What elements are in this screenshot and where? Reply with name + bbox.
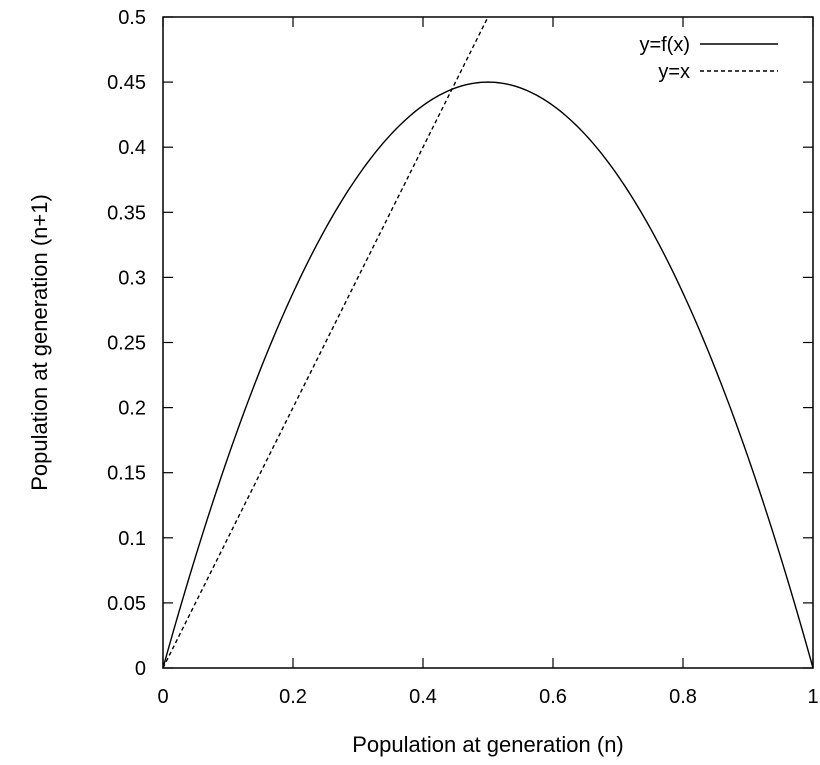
y-tick-label: 0.35 (107, 202, 146, 224)
legend-label: y=x (658, 61, 690, 83)
x-axis-ticks: 0 0.2 0.4 0.6 0.8 1 (157, 17, 819, 708)
y-tick-label: 0.05 (107, 593, 146, 615)
y-tick-label: 0.45 (107, 72, 146, 94)
y-tick-label: 0.2 (118, 398, 146, 420)
plot-frame (162, 16, 814, 669)
y-axis-ticks: 0 0.05 0.1 0.15 0.2 0.25 0.3 0.35 0.4 0.45 0.5 (107, 7, 813, 680)
x-tick-label: 0.4 (409, 686, 437, 708)
y-tick-label: 0.25 (107, 333, 146, 355)
y-tick-label: 0.4 (118, 137, 146, 159)
y-tick-label: 0.5 (118, 7, 146, 29)
x-tick-label: 0.8 (669, 686, 697, 708)
legend: y=f(x) y=x (639, 34, 778, 83)
series-layer (162, 16, 814, 669)
y-tick-label: 0.3 (118, 267, 146, 289)
series-line-identity (162, 16, 489, 669)
x-axis-label: Population at generation (n) (352, 732, 624, 757)
series-line-fx (162, 81, 814, 669)
y-tick-label: 0.15 (107, 463, 146, 485)
y-tick-label: 0 (135, 658, 146, 680)
x-tick-label: 1 (807, 686, 818, 708)
y-tick-label: 0.1 (118, 528, 146, 550)
legend-label: y=f(x) (639, 34, 690, 56)
x-tick-label: 0.6 (539, 686, 567, 708)
y-axis-label: Population at generation (n+1) (27, 194, 52, 491)
x-tick-label: 0.2 (279, 686, 307, 708)
x-tick-label: 0 (157, 686, 168, 708)
